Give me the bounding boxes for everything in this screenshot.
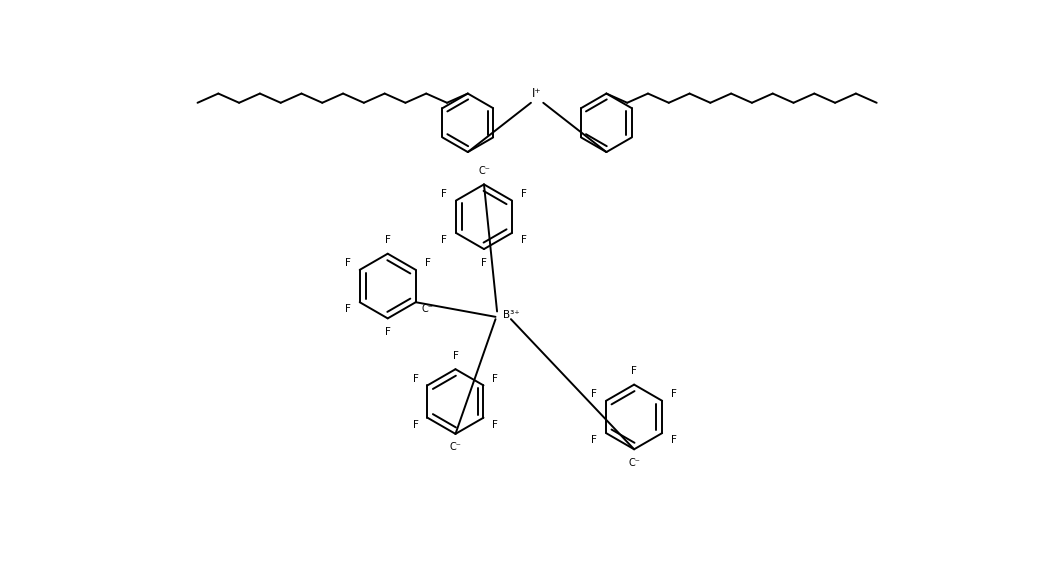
Text: F: F [413,420,418,430]
Text: F: F [413,373,418,383]
Text: F: F [493,373,498,383]
Text: F: F [591,435,597,445]
Text: F: F [671,389,677,399]
Text: F: F [671,435,677,445]
Text: F: F [481,258,487,268]
Text: F: F [521,235,527,245]
Text: F: F [631,366,637,376]
Text: F: F [385,235,391,245]
Text: F: F [521,189,527,199]
Text: F: F [441,235,447,245]
Text: F: F [493,420,498,430]
Text: F: F [385,327,391,337]
Text: F: F [441,189,447,199]
Text: B³⁺: B³⁺ [503,311,520,321]
Text: C⁻: C⁻ [450,443,461,453]
Text: C⁻: C⁻ [628,458,640,468]
Text: F: F [591,389,597,399]
Text: I⁺: I⁺ [532,87,542,100]
Text: F: F [345,304,351,314]
Text: C⁻: C⁻ [421,304,434,314]
Text: F: F [345,258,351,268]
Text: F: F [424,258,431,268]
Text: C⁻: C⁻ [478,166,489,176]
Text: F: F [453,350,458,360]
